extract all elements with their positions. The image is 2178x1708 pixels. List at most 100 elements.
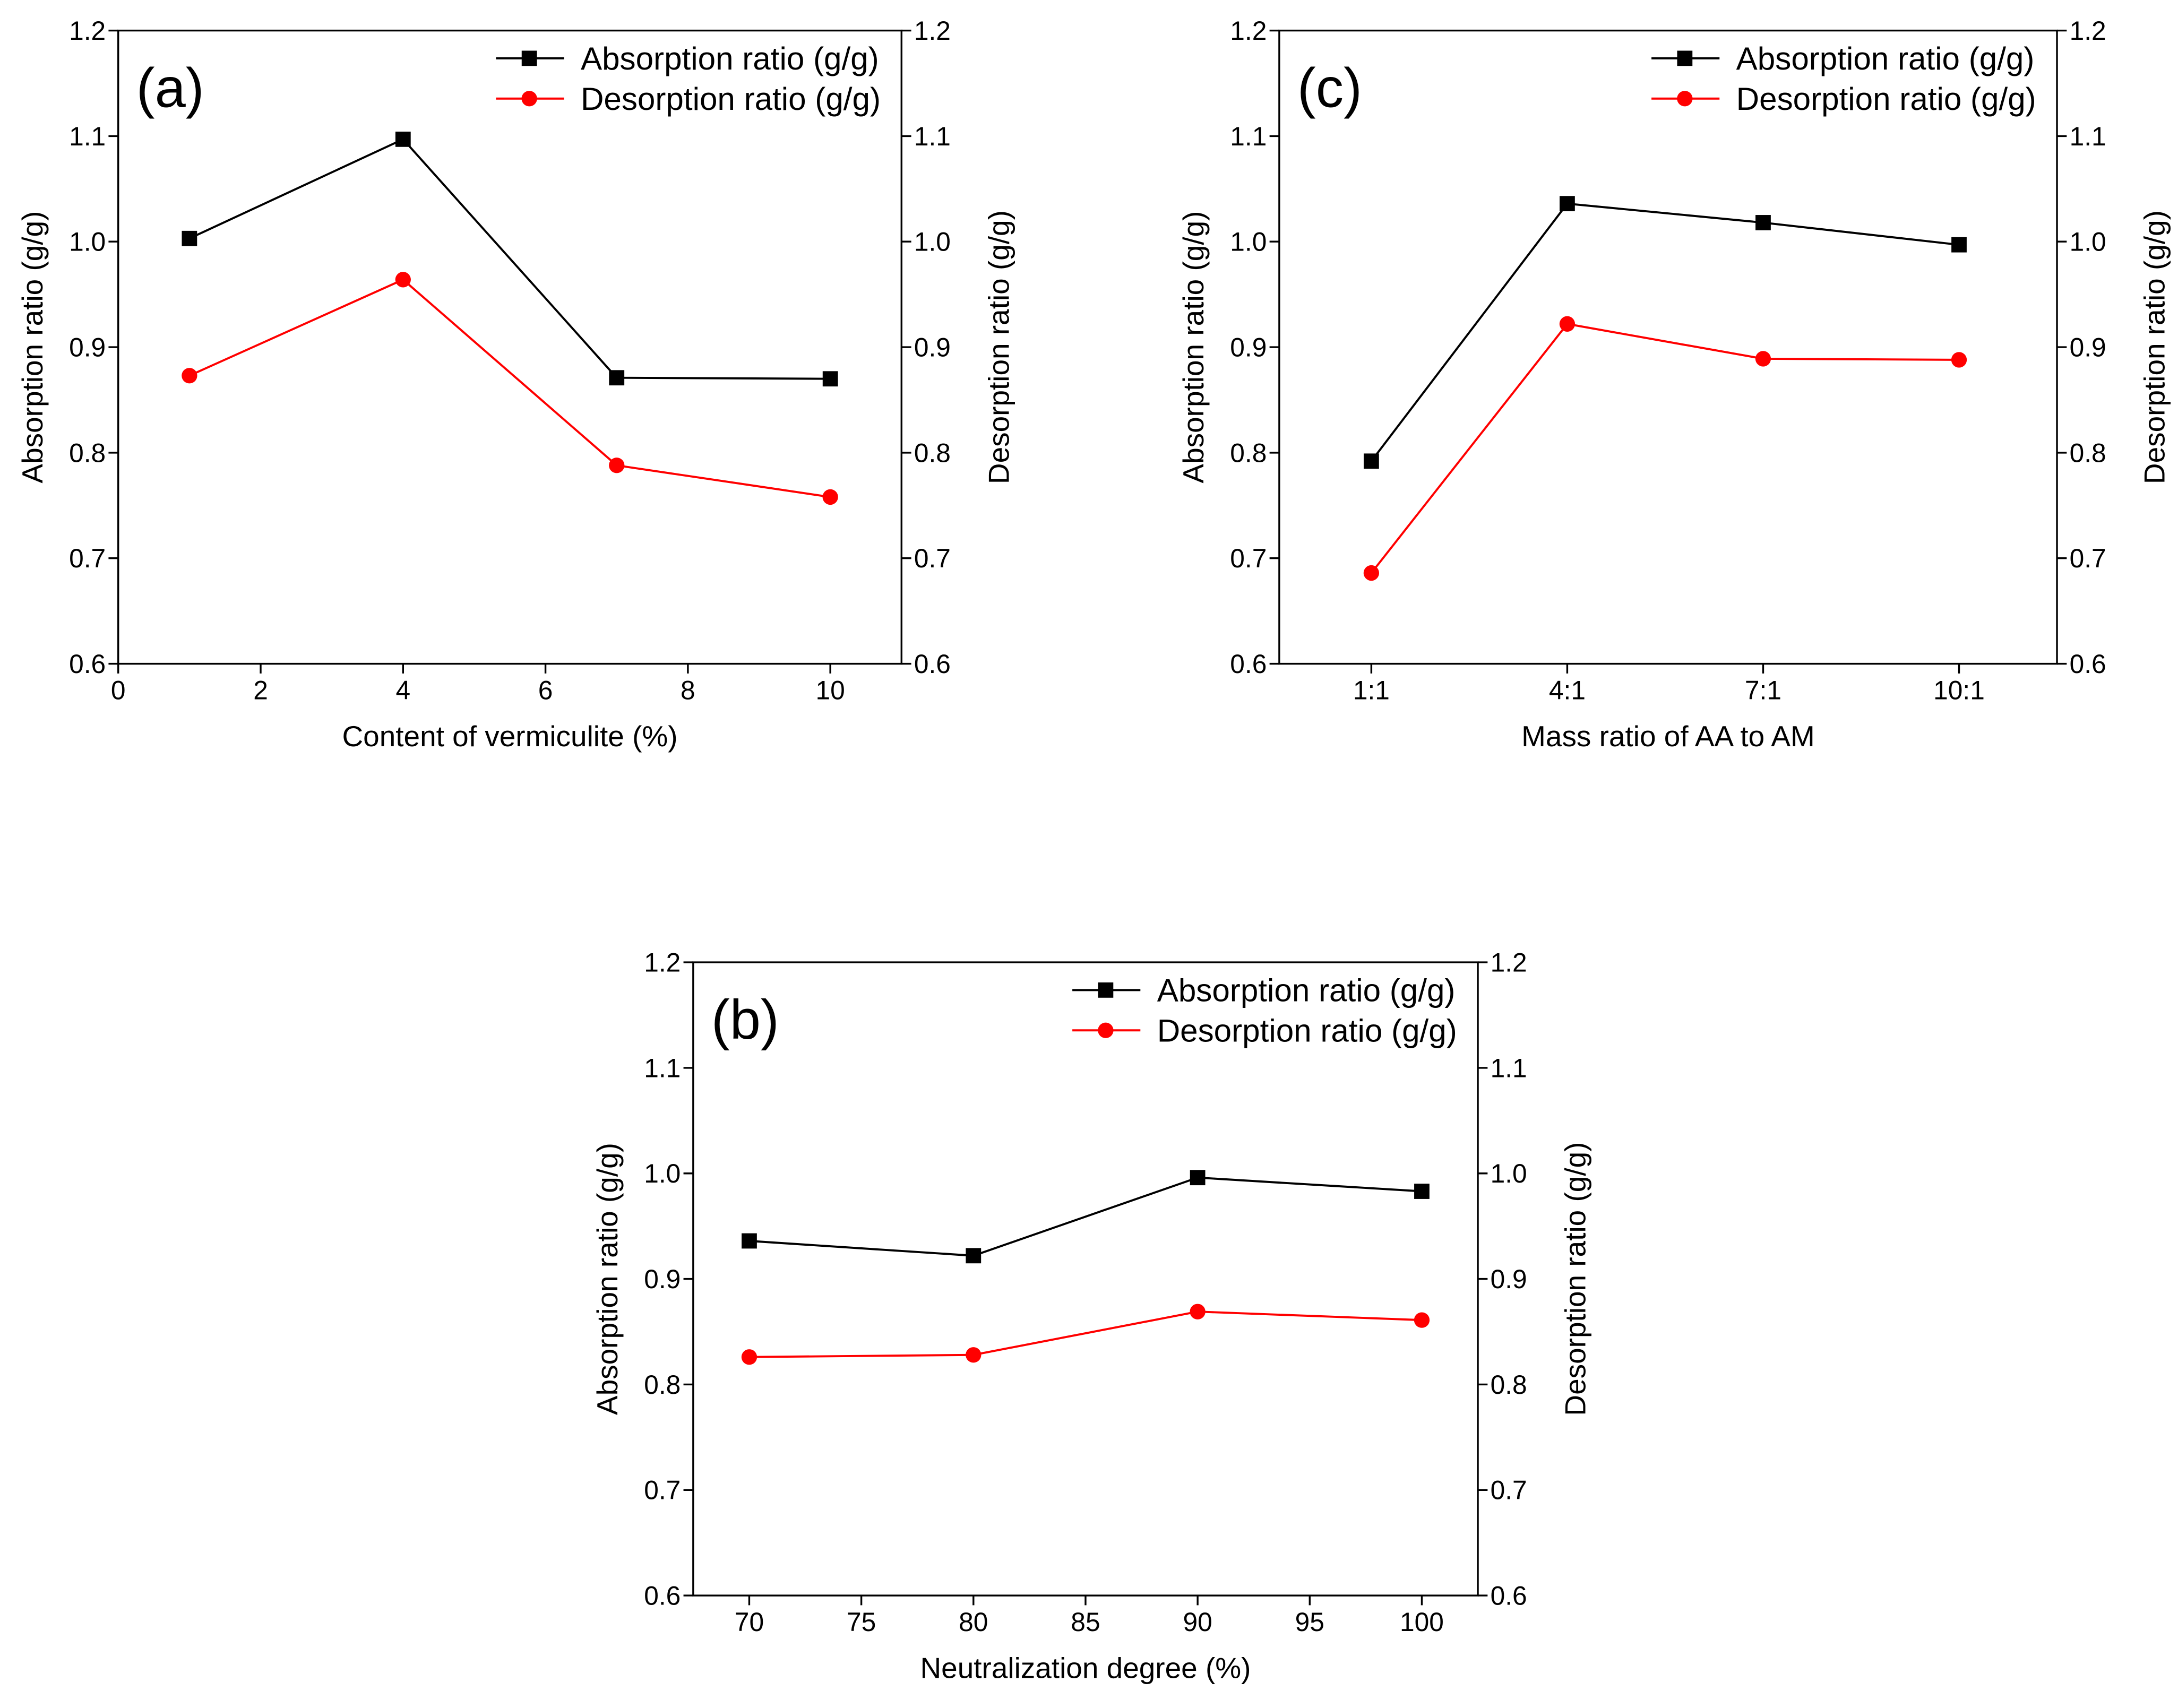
data-point-desorption [1190, 1304, 1206, 1319]
y2-tick-label: 0.8 [1491, 1370, 1527, 1400]
series-line-absorption [749, 1176, 1422, 1257]
legend-marker-absorption [1677, 50, 1693, 66]
x-axis-title: Mass ratio of AA to AM [1521, 720, 1815, 753]
y2-tick-label: 1.1 [1491, 1053, 1527, 1083]
y-axis-title: Absorption ratio (g/g) [16, 211, 49, 484]
y-tick-label: 0.6 [1230, 649, 1267, 679]
y2-tick-label: 0.8 [2070, 438, 2106, 468]
y-tick-label: 0.9 [69, 332, 106, 362]
x-tick-label: 90 [1183, 1607, 1212, 1637]
y2-axis-title: Desorption ratio (g/g) [1559, 1142, 1591, 1416]
y-tick-label: 1.2 [644, 947, 681, 977]
data-point-absorption [1755, 215, 1771, 230]
x-tick-label: 8 [681, 676, 695, 705]
x-tick-label: 7:1 [1745, 676, 1781, 705]
y2-tick-label: 1.2 [1491, 947, 1527, 977]
y-tick-label: 0.9 [644, 1264, 681, 1294]
y-tick-label: 1.2 [69, 16, 106, 46]
data-point-absorption [1951, 237, 1967, 253]
series-line-absorption [189, 137, 831, 380]
x-axis-title: Content of vermiculite (%) [342, 720, 678, 753]
y2-tick-label: 1.2 [2070, 16, 2106, 46]
y-tick-label: 1.1 [1230, 122, 1267, 151]
x-axis-title: Neutralization degree (%) [920, 1651, 1251, 1684]
data-point-desorption [182, 368, 197, 384]
plot-frame [1278, 29, 2058, 665]
y-axis-title: Absorption ratio (g/g) [1177, 211, 1210, 484]
y-tick-label: 0.9 [1230, 332, 1267, 362]
legend-marker-absorption [521, 50, 537, 66]
data-point-absorption [966, 1248, 982, 1264]
x-tick-label: 10 [816, 676, 845, 705]
x-tick-label: 100 [1400, 1607, 1444, 1637]
x-tick-label: 2 [253, 676, 268, 705]
legend-label-absorption: Absorption ratio (g/g) [581, 41, 879, 76]
y2-tick-label: 1.0 [914, 227, 951, 257]
data-point-absorption [1414, 1184, 1430, 1199]
x-tick-label: 80 [959, 1607, 988, 1637]
y-tick-label: 1.1 [69, 122, 106, 151]
x-tick-label: 85 [1071, 1607, 1100, 1637]
y-tick-label: 0.8 [644, 1370, 681, 1400]
y-axis-title: Absorption ratio (g/g) [591, 1143, 624, 1415]
y-tick-label: 0.8 [1230, 438, 1267, 468]
y-tick-label: 1.0 [69, 227, 106, 257]
x-tick-label: 75 [847, 1607, 876, 1637]
x-tick-label: 4 [395, 676, 410, 705]
legend: Absorption ratio (g/g) Desorption ratio (… [1651, 41, 2036, 117]
legend-label-desorption: Desorption ratio (g/g) [1736, 81, 2036, 117]
y2-tick-label: 0.9 [2070, 332, 2106, 362]
data-point-desorption [1755, 351, 1771, 367]
x-tick-label: 1:1 [1353, 676, 1390, 705]
series-line-desorption [1370, 323, 1959, 574]
data-point-desorption [741, 1349, 757, 1365]
y2-tick-label: 1.0 [2070, 227, 2106, 257]
series-line-absorption [1370, 202, 1959, 462]
y-tick-label: 0.7 [644, 1476, 681, 1505]
y2-tick-label: 0.8 [914, 438, 951, 468]
y2-tick-label: 0.9 [1491, 1264, 1527, 1294]
legend-marker-absorption [1098, 982, 1114, 998]
y-tick-label: 0.8 [69, 438, 106, 468]
legend-label-absorption: Absorption ratio (g/g) [1736, 41, 2035, 76]
x-tick-label: 4:1 [1549, 676, 1586, 705]
data-point-absorption [822, 371, 838, 387]
data-point-desorption [1559, 316, 1576, 332]
legend-marker-desorption [1677, 91, 1693, 107]
y-tick-label: 1.2 [1230, 16, 1267, 46]
data-point-absorption [182, 230, 197, 246]
y-tick-label: 0.6 [69, 649, 106, 679]
data-point-desorption [1414, 1312, 1430, 1328]
y-tick-label: 1.0 [1230, 227, 1267, 257]
panel-label: (a) [136, 57, 204, 119]
legend-marker-desorption [1098, 1022, 1114, 1038]
data-point-absorption [395, 131, 411, 147]
series-line-desorption [189, 278, 831, 498]
x-tick-label: 6 [538, 676, 553, 705]
legend-label-absorption: Absorption ratio (g/g) [1157, 972, 1456, 1008]
y-tick-label: 0.6 [644, 1581, 681, 1610]
x-tick-label: 70 [735, 1607, 764, 1637]
series-line-desorption [749, 1310, 1422, 1358]
x-tick-label: 95 [1295, 1607, 1324, 1637]
x-tick-label: 10:1 [1933, 676, 1985, 705]
plot-frame [117, 29, 903, 665]
y2-tick-label: 1.1 [914, 122, 951, 151]
data-point-absorption [1363, 453, 1379, 469]
panel-label: (b) [711, 989, 779, 1051]
x-tick-label: 0 [111, 676, 126, 705]
y2-tick-label: 1.1 [2070, 122, 2106, 151]
y-tick-label: 0.7 [1230, 544, 1267, 573]
data-point-desorption [822, 489, 838, 505]
data-point-absorption [1190, 1170, 1206, 1186]
y2-tick-label: 0.6 [914, 649, 951, 679]
chart-panel-c: 0.6 0.6 0.7 0.7 0.8 0.8 0.9 0.9 1.0 1.0 1.1 1.1 1.2 1… [1177, 16, 2171, 753]
y2-tick-label: 0.6 [1491, 1581, 1527, 1610]
data-point-desorption [966, 1347, 982, 1363]
y2-tick-label: 0.7 [2070, 544, 2106, 573]
y-tick-label: 1.1 [644, 1053, 681, 1083]
y2-tick-label: 0.6 [2070, 649, 2106, 679]
chart-panel-b: 0.6 0.6 0.7 0.7 0.8 0.8 0.9 0.9 1.0 1.0 1.1 1.1 1.2 1… [591, 947, 1592, 1684]
data-point-desorption [395, 272, 411, 288]
